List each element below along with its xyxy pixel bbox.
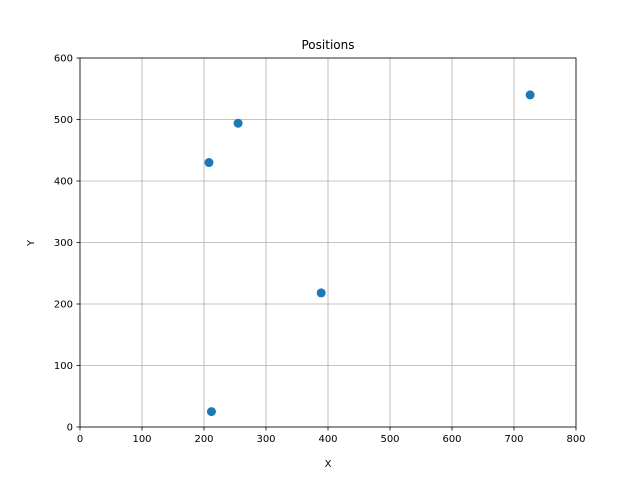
x-tick-label: 0 (77, 434, 83, 445)
scatter-point (204, 158, 213, 167)
y-tick-label: 200 (54, 300, 73, 311)
x-tick-label: 300 (256, 434, 275, 445)
scatter-point (526, 90, 535, 99)
x-axis-label: X (325, 459, 332, 470)
x-tick-label: 400 (318, 434, 337, 445)
x-tick-label: 800 (566, 434, 585, 445)
x-tick-label: 700 (504, 434, 523, 445)
axes: 0 100 200 300 400 500 600 700 800 0 100 200 300 400 50… (54, 54, 586, 446)
x-tick-label: 500 (380, 434, 399, 445)
scatter-point (234, 119, 243, 128)
y-tick-label: 300 (54, 238, 73, 249)
scatter-point (317, 288, 326, 297)
x-tick-label: 100 (132, 434, 151, 445)
grid-lines (80, 58, 576, 427)
y-tick-label: 400 (54, 177, 73, 188)
y-tick-label: 100 (54, 361, 73, 372)
chart-title: Positions (302, 38, 355, 52)
x-tick-label: 200 (194, 434, 213, 445)
y-axis-label: Y (26, 239, 37, 247)
y-tick-label: 600 (54, 54, 73, 65)
y-tick-label: 500 (54, 115, 73, 126)
x-tick-label: 600 (442, 434, 461, 445)
y-tick-label: 0 (67, 423, 73, 434)
scatter-point (207, 407, 216, 416)
data-points (204, 90, 534, 416)
